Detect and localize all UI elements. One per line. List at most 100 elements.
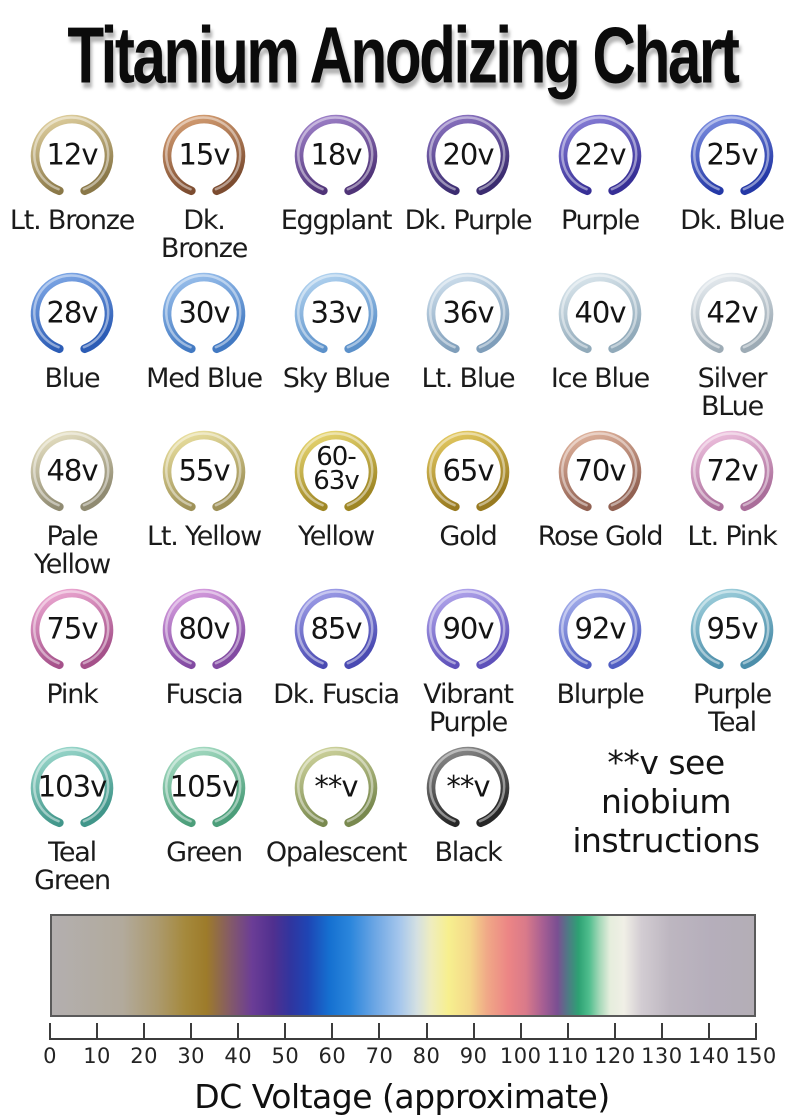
ring-voltage-label: **v	[446, 769, 490, 804]
captive-ring-icon	[294, 272, 378, 354]
ring-voltage-label: 22v	[574, 137, 626, 172]
captive-ring-icon	[162, 114, 246, 196]
ring-color-name: Blue	[44, 363, 101, 395]
ring-item: 36v Lt. Blue	[402, 266, 534, 420]
ring-wrap: 60- 63v	[288, 424, 384, 520]
ring-voltage-label: 105v	[169, 769, 240, 804]
ring-wrap: 40v	[552, 266, 648, 362]
captive-ring-icon	[558, 589, 642, 670]
axis-tick-label: 120	[594, 1044, 636, 1069]
ring-wrap: 65v	[420, 424, 516, 520]
captive-ring-icon	[30, 430, 114, 512]
axis-tick	[190, 1023, 193, 1041]
ring-wrap: 30v	[156, 266, 252, 362]
ring-color-name: Lt. Pink	[687, 521, 777, 553]
captive-ring-icon	[30, 747, 114, 828]
axis-tick-label: 90	[459, 1044, 488, 1069]
ring-item: 90v Vibrant Purple	[402, 582, 534, 736]
ring-wrap: 18v	[288, 108, 384, 204]
ring-color-name: Yellow	[298, 521, 375, 553]
ring-item: **v Black	[402, 740, 534, 894]
axis-line	[50, 1038, 756, 1041]
ring-color-name: Gold	[439, 521, 498, 553]
ring-item: 95v Purple Teal	[666, 582, 798, 736]
captive-ring-icon	[30, 272, 114, 354]
ring-wrap: 85v	[288, 582, 384, 678]
ring-wrap: 12v	[24, 108, 120, 204]
ring-voltage-label: 65v	[442, 453, 494, 488]
axis-tick-label: 150	[735, 1044, 777, 1069]
axis-tick	[472, 1023, 475, 1041]
ring-voltage-label: 60- 63v	[313, 442, 359, 497]
ring-wrap: 25v	[684, 108, 780, 204]
ring-color-name: Lt. Bronze	[9, 205, 135, 236]
ring-voltage-label: 33v	[310, 295, 362, 330]
ring-wrap: 80v	[156, 582, 252, 678]
ring-item: 12v Lt. Bronze	[6, 108, 138, 262]
axis-tick	[707, 1023, 710, 1041]
captive-ring-icon	[690, 589, 774, 670]
ring-item: 30v Med Blue	[138, 266, 270, 420]
anodizing-color-gradient-bar	[50, 914, 756, 1018]
ring-item: 15v Dk. Bronze	[138, 108, 270, 262]
title-area: Titanium Anodizing Chart	[0, 10, 804, 102]
ring-wrap: 20v	[420, 108, 516, 204]
captive-ring-icon	[426, 114, 510, 196]
ring-voltage-label: 48v	[46, 453, 98, 488]
captive-ring-icon	[294, 747, 378, 828]
axis-tick	[331, 1023, 334, 1041]
captive-ring-icon	[162, 430, 246, 512]
ring-color-name: Dk. Blue	[680, 205, 785, 236]
ring-item: 65v Gold	[402, 424, 534, 578]
axis-tick	[755, 1023, 757, 1041]
voltage-scale-area: 0 10 20 30 40 50 60 70 80 90 100 110 120 130 140 150 DC…	[0, 914, 804, 1116]
ring-voltage-label: 20v	[442, 137, 494, 172]
captive-ring-icon	[558, 430, 642, 512]
ring-voltage-label: 40v	[574, 295, 626, 330]
ring-wrap: 42v	[684, 266, 780, 362]
ring-item: 25v Dk. Blue	[666, 108, 798, 262]
ring-wrap: 75v	[24, 582, 120, 678]
ring-color-name: Eggplant	[280, 205, 393, 236]
ring-voltage-label: 55v	[178, 453, 230, 488]
ring-color-name: Purple Teal	[692, 679, 772, 738]
ring-voltage-label: **v	[314, 769, 358, 804]
ring-voltage-label: 25v	[706, 137, 758, 172]
ring-color-name: Dk. Bronze	[160, 205, 248, 264]
ring-item: 48v Pale Yellow	[6, 424, 138, 578]
captive-ring-icon	[690, 272, 774, 354]
ring-item: 18v Eggplant	[270, 108, 402, 262]
ring-color-name: Lt. Yellow	[147, 521, 262, 553]
rings-grid: 12v Lt. Bronze 15v Dk. Bronze 18v Eggplant 20v…	[0, 108, 804, 894]
ring-color-name: Pale Yellow	[34, 521, 111, 580]
axis-tick	[143, 1023, 146, 1041]
captive-ring-icon	[294, 430, 378, 512]
voltage-axis: 0 10 20 30 40 50 60 70 80 90 100 110 120 130 140 150	[43, 1017, 776, 1069]
axis-tick-label: 100	[499, 1044, 542, 1069]
ring-voltage-label: 30v	[178, 295, 230, 330]
ring-voltage-label: 75v	[46, 611, 98, 646]
ring-item: 72v Lt. Pink	[666, 424, 798, 578]
captive-ring-icon	[426, 747, 510, 828]
ring-wrap: **v	[420, 740, 516, 836]
axis-tick-label: 30	[177, 1044, 206, 1069]
axis-title: DC Voltage (approximate)	[194, 1077, 610, 1116]
ring-wrap: 33v	[288, 266, 384, 362]
ring-item: 70v Rose Gold	[534, 424, 666, 578]
ring-voltage-label: 92v	[574, 611, 626, 646]
axis-tick	[613, 1023, 616, 1041]
ring-color-name: Lt. Blue	[421, 363, 516, 395]
captive-ring-icon	[162, 747, 246, 828]
ring-wrap: 103v	[24, 740, 120, 836]
axis-tick	[284, 1023, 287, 1041]
ring-color-name: Opalescent	[265, 837, 407, 869]
ring-color-name: Purple	[560, 205, 640, 236]
axis-tick-label: 0	[43, 1044, 57, 1069]
captive-ring-icon	[30, 114, 114, 196]
ring-wrap: 22v	[552, 108, 648, 204]
ring-voltage-label: 15v	[178, 137, 230, 172]
page-title: Titanium Anodizing Chart	[66, 11, 740, 101]
captive-ring-icon	[162, 272, 246, 354]
ring-voltage-label: 42v	[706, 295, 758, 330]
ring-wrap: 55v	[156, 424, 252, 520]
